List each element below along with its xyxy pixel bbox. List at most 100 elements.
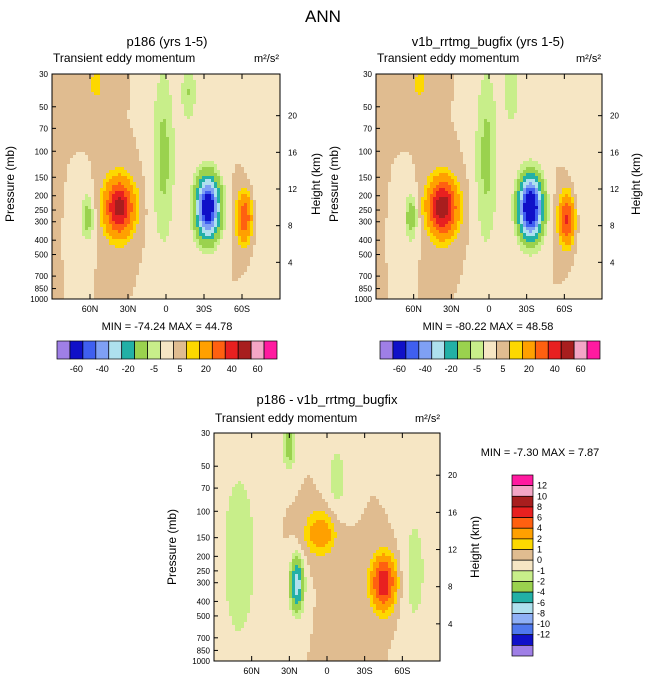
field-cell	[136, 221, 139, 224]
field-cell	[169, 230, 172, 233]
field-cell	[172, 131, 175, 134]
field-cell	[160, 221, 163, 224]
field-cell	[103, 188, 106, 191]
field-cell	[184, 248, 187, 251]
field-cell	[181, 128, 184, 131]
field-cell	[127, 155, 130, 158]
field-cell	[94, 173, 97, 176]
field-cell	[115, 284, 118, 287]
field-cell	[97, 164, 100, 167]
field-cell	[175, 200, 178, 203]
field-cell	[211, 80, 214, 83]
field-cell	[106, 164, 109, 167]
field-cell	[193, 209, 196, 212]
field-cell	[184, 140, 187, 143]
field-cell	[229, 215, 232, 218]
field-cell	[91, 185, 94, 188]
field-cell	[136, 236, 139, 239]
field-cell	[103, 278, 106, 281]
field-cell	[139, 146, 142, 149]
field-cell	[145, 83, 148, 86]
field-cell	[118, 278, 121, 281]
field-cell	[91, 104, 94, 107]
field-cell	[115, 80, 118, 83]
field-cell	[88, 233, 91, 236]
field-cell	[193, 278, 196, 281]
field-cell	[250, 134, 253, 137]
field-cell	[145, 188, 148, 191]
field-cell	[64, 122, 67, 125]
field-cell	[118, 227, 121, 230]
field-cell	[226, 110, 229, 113]
field-cell	[67, 155, 70, 158]
field-cell	[127, 149, 130, 152]
field-cell	[247, 239, 250, 242]
field-cell	[220, 284, 223, 287]
field-cell	[115, 92, 118, 95]
field-cell	[112, 221, 115, 224]
field-cell	[223, 140, 226, 143]
field-cell	[73, 227, 76, 230]
field-cell	[235, 92, 238, 95]
field-cell	[208, 239, 211, 242]
field-cell	[133, 158, 136, 161]
field-cell	[127, 137, 130, 140]
field-cell	[79, 251, 82, 254]
field-cell	[85, 170, 88, 173]
field-cell	[238, 98, 241, 101]
field-cell	[184, 170, 187, 173]
field-cell	[130, 146, 133, 149]
field-cell	[151, 218, 154, 221]
field-cell	[187, 158, 190, 161]
field-cell	[235, 257, 238, 260]
field-cell	[175, 86, 178, 89]
field-cell	[151, 137, 154, 140]
field-cell	[157, 224, 160, 227]
field-cell	[193, 200, 196, 203]
field-cell	[232, 218, 235, 221]
field-cell	[223, 188, 226, 191]
field-cell	[127, 284, 130, 287]
field-cell	[82, 173, 85, 176]
field-cell	[76, 290, 79, 293]
field-cell	[100, 161, 103, 164]
field-cell	[88, 179, 91, 182]
field-cell	[58, 176, 61, 179]
field-cell	[175, 218, 178, 221]
field-cell	[211, 77, 214, 80]
field-cell	[106, 83, 109, 86]
field-cell	[127, 110, 130, 113]
field-cell	[205, 269, 208, 272]
field-cell	[241, 242, 244, 245]
figure-canvas: ANN p186 (yrs 1-5) Transient eddy moment…	[0, 0, 647, 683]
field-cell	[103, 149, 106, 152]
field-cell	[208, 170, 211, 173]
field-cell	[118, 182, 121, 185]
field-cell	[133, 233, 136, 236]
field-cell	[106, 227, 109, 230]
field-cell	[226, 200, 229, 203]
field-cell	[136, 260, 139, 263]
field-cell	[235, 122, 238, 125]
field-cell	[232, 98, 235, 101]
field-cell	[217, 161, 220, 164]
field-cell	[211, 113, 214, 116]
field-cell	[187, 155, 190, 158]
field-cell	[112, 113, 115, 116]
field-cell	[127, 281, 130, 284]
field-cell	[154, 80, 157, 83]
field-cell	[76, 227, 79, 230]
field-cell	[58, 179, 61, 182]
field-cell	[157, 134, 160, 137]
field-cell	[208, 254, 211, 257]
field-cell	[163, 119, 166, 122]
field-cell	[217, 122, 220, 125]
field-cell	[145, 185, 148, 188]
field-cell	[250, 77, 253, 80]
field-cell	[79, 179, 82, 182]
field-cell	[202, 287, 205, 290]
field-cell	[217, 155, 220, 158]
field-cell	[190, 221, 193, 224]
field-cell	[88, 140, 91, 143]
field-cell	[160, 152, 163, 155]
